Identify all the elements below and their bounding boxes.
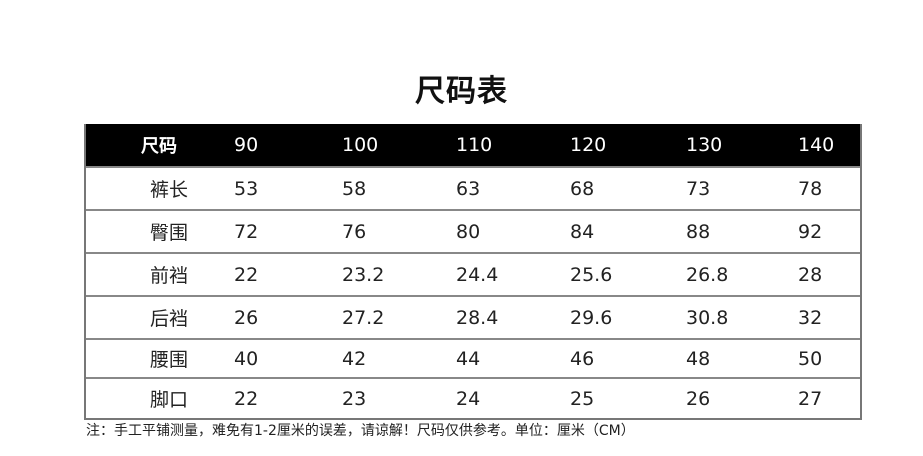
size-header: 110: [456, 134, 493, 156]
table-cell: 88: [686, 220, 711, 243]
table-row: 腰围 40 42 44 46 48 50: [86, 340, 860, 379]
table-row: 臀围 72 76 80 84 88 92: [86, 211, 860, 254]
page-title: 尺码表: [415, 74, 508, 109]
table-cell: 22: [234, 263, 259, 286]
table-cell: 78: [798, 177, 823, 200]
table-cell: 22: [234, 387, 259, 410]
row-label: 脚口: [149, 389, 188, 411]
table-cell: 26: [234, 306, 259, 329]
table-cell: 24: [456, 387, 481, 410]
size-header: 120: [570, 134, 607, 156]
table-row: 脚口 22 23 24 25 26 27: [86, 379, 860, 418]
table-cell: 76: [342, 220, 367, 243]
size-table: 尺码 90 100 110 120 130 140 裤长 53 58 63 68 73 78 臀围 72 76 8…: [84, 124, 862, 420]
table-cell: 26: [686, 387, 711, 410]
table-cell: 26.8: [686, 263, 729, 286]
size-header: 130: [686, 134, 723, 156]
table-cell: 84: [570, 220, 595, 243]
table-cell: 58: [342, 177, 367, 200]
row-label: 尺码: [141, 136, 177, 157]
table-cell: 29.6: [570, 306, 613, 329]
row-label: 前裆: [149, 265, 188, 287]
table-cell: 44: [456, 347, 481, 370]
table-cell: 92: [798, 220, 823, 243]
table-cell: 25.6: [570, 263, 613, 286]
table-cell: 53: [234, 177, 259, 200]
table-row: 后裆 26 27.2 28.4 29.6 30.8 32: [86, 297, 860, 340]
table-row: 裤长 53 58 63 68 73 78: [86, 168, 860, 211]
table-cell: 30.8: [686, 306, 729, 329]
table-row: 前裆 22 23.2 24.4 25.6 26.8 28: [86, 254, 860, 297]
table-cell: 28: [798, 263, 823, 286]
table-cell: 46: [570, 347, 595, 370]
table-cell: 48: [686, 347, 711, 370]
table-cell: 63: [456, 177, 481, 200]
footnote: 注：手工平铺测量，难免有1-2厘米的误差，请谅解！尺码仅供参考。单位：厘米（CM…: [86, 423, 635, 439]
table-cell: 28.4: [456, 306, 499, 329]
table-cell: 40: [234, 347, 259, 370]
table-cell: 24.4: [456, 263, 499, 286]
table-cell: 25: [570, 387, 595, 410]
table-cell: 50: [798, 347, 823, 370]
table-cell: 27.2: [342, 306, 385, 329]
size-header: 140: [798, 134, 835, 156]
row-label: 腰围: [149, 349, 188, 371]
header-row: 尺码 90 100 110 120 130 140: [86, 124, 860, 168]
table-cell: 73: [686, 177, 711, 200]
table-cell: 23: [342, 387, 367, 410]
row-label: 裤长: [149, 179, 188, 201]
table-cell: 32: [798, 306, 823, 329]
table-cell: 80: [456, 220, 481, 243]
table-cell: 68: [570, 177, 595, 200]
table-cell: 23.2: [342, 263, 385, 286]
table-cell: 42: [342, 347, 367, 370]
row-label: 臀围: [149, 222, 188, 244]
size-header: 100: [342, 134, 379, 156]
table-cell: 27: [798, 387, 823, 410]
size-header: 90: [234, 134, 259, 156]
row-label: 后裆: [149, 308, 188, 330]
table-cell: 72: [234, 220, 259, 243]
